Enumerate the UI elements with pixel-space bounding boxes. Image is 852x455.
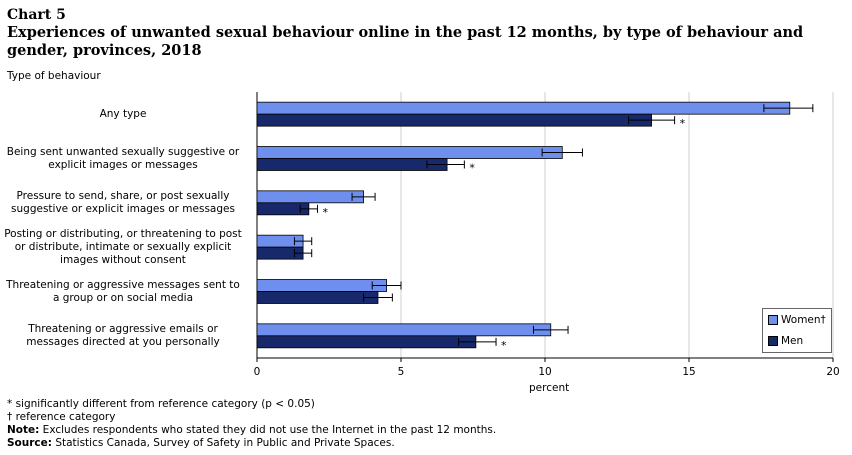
- significance-marker: *: [322, 206, 328, 219]
- x-tick-label: 20: [826, 366, 839, 378]
- source-label: Source:: [7, 437, 52, 449]
- bar-women: [256, 101, 791, 115]
- bar-women: [256, 190, 364, 204]
- significance-marker: *: [469, 162, 475, 175]
- category-label: Threatening or aggressive emails or messa…: [0, 323, 248, 349]
- significance-marker: *: [680, 117, 686, 130]
- significance-marker: *: [501, 339, 507, 352]
- legend-item-men: Men: [768, 335, 803, 347]
- category-label-line: a group or on social media: [52, 291, 194, 304]
- category-label-line: Posting or distributing, or threatening …: [4, 227, 242, 240]
- bar-women: [256, 323, 552, 337]
- x-tick-label: 15: [682, 366, 695, 378]
- legend-swatch-women: [768, 315, 778, 325]
- footnote-note: Note: Excludes respondents who stated th…: [7, 424, 496, 437]
- note-label: Note:: [7, 424, 40, 436]
- legend-label-men: Men: [781, 335, 804, 347]
- category-label-line: images without consent: [60, 253, 186, 266]
- bar-men: [256, 335, 477, 349]
- category-label: Pressure to send, share, or post sexuall…: [0, 190, 248, 216]
- footnotes: * significantly different from reference…: [7, 398, 496, 450]
- x-tick-label: 10: [538, 366, 551, 378]
- category-label: Any type: [0, 108, 248, 121]
- category-label-line: messages directed at you personally: [26, 335, 220, 348]
- x-tick-label: 0: [254, 366, 261, 378]
- source-text: Statistics Canada, Survey of Safety in P…: [51, 437, 395, 449]
- x-tick-label: 5: [398, 366, 405, 378]
- category-label-line: explicit images or messages: [48, 158, 198, 171]
- category-label-line: Any type: [99, 107, 147, 120]
- category-label-line: Threatening or aggressive emails or: [28, 322, 218, 335]
- note-text: Excludes respondents who stated they did…: [39, 424, 497, 436]
- category-label-line: Pressure to send, share, or post sexuall…: [16, 189, 230, 202]
- legend: Women† Men: [762, 308, 832, 353]
- legend-item-women: Women†: [768, 314, 826, 326]
- category-label: Being sent unwanted sexually suggestive …: [0, 146, 248, 172]
- category-label-line: suggestive or explicit images or message…: [11, 202, 235, 215]
- footnote-reference: † reference category: [7, 411, 116, 423]
- category-label: Threatening or aggressive messages sent …: [0, 279, 248, 305]
- chart-title: Experiences of unwanted sexual behaviour…: [7, 24, 804, 59]
- legend-swatch-men: [768, 336, 778, 346]
- bar-men: [256, 158, 448, 171]
- x-axis-label: percent: [529, 382, 570, 394]
- bar-women: [256, 279, 388, 292]
- category-label: Posting or distributing, or threatening …: [0, 228, 248, 267]
- legend-label-women: Women†: [781, 314, 826, 326]
- category-label-line: Being sent unwanted sexually suggestive …: [6, 145, 240, 158]
- category-label-line: Threatening or aggressive messages sent …: [6, 278, 240, 291]
- footnote-significance: * significantly different from reference…: [7, 398, 315, 410]
- footnote-source: Source: Statistics Canada, Survey of Saf…: [7, 437, 496, 450]
- category-label-line: or distribute, intimate or sexually expl…: [14, 240, 232, 253]
- y-axis-title: Type of behaviour: [7, 70, 101, 82]
- bar-men: [256, 291, 379, 304]
- bar-men: [256, 113, 652, 127]
- chart-number: Chart 5: [7, 7, 66, 23]
- bar-women: [256, 146, 563, 159]
